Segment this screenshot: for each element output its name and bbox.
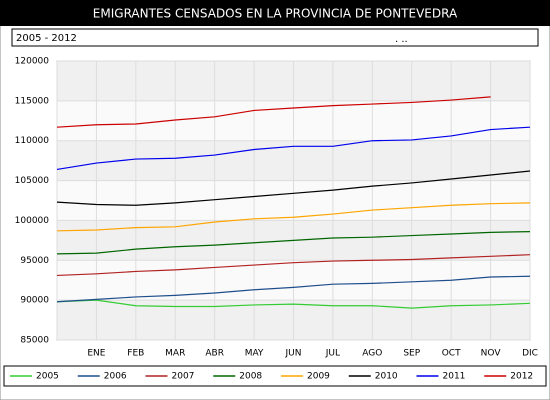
legend-label: 2010 bbox=[375, 372, 398, 382]
legend-label: 2012 bbox=[510, 372, 533, 382]
line bbox=[56, 202, 531, 232]
y-tick-label: 105000 bbox=[15, 176, 50, 186]
legend-label: 2009 bbox=[307, 372, 330, 382]
line bbox=[56, 299, 531, 309]
y-tick-label: 110000 bbox=[15, 136, 50, 146]
x-tick-label: MAR bbox=[165, 349, 185, 359]
line bbox=[56, 170, 531, 206]
line bbox=[56, 275, 531, 303]
line bbox=[56, 96, 491, 128]
x-tick-label: OCT bbox=[442, 349, 461, 359]
title-bar bbox=[0, 0, 550, 26]
x-tick-label: MAY bbox=[245, 349, 264, 359]
line bbox=[56, 254, 531, 277]
x-tick-label: JUL bbox=[325, 349, 340, 359]
x-tick-label: AGO bbox=[362, 349, 382, 359]
x-tick-label: JUN bbox=[285, 349, 302, 359]
subtitle-box bbox=[11, 28, 539, 47]
x-tick-label: NOV bbox=[481, 349, 502, 359]
legend-label: 2006 bbox=[104, 372, 127, 382]
x-tick-label: DIC bbox=[522, 349, 538, 359]
y-tick-label: 100000 bbox=[15, 216, 50, 226]
y-tick-label: 90000 bbox=[20, 296, 49, 306]
y-tick-label: 85000 bbox=[20, 336, 49, 346]
legend-label: 2007 bbox=[172, 372, 195, 382]
line bbox=[56, 126, 531, 171]
chart-title: EMIGRANTES CENSADOS EN LA PROVINCIA DE P… bbox=[93, 7, 458, 21]
y-tick-label: 120000 bbox=[15, 57, 50, 67]
y-tick-label: 95000 bbox=[20, 256, 49, 266]
legend-label: 2011 bbox=[443, 372, 466, 382]
x-tick-label: FEB bbox=[127, 349, 144, 359]
note: . .. bbox=[395, 34, 408, 45]
legend-label: 2005 bbox=[36, 372, 59, 382]
legend-label: 2008 bbox=[239, 372, 262, 382]
x-tick-label: ENE bbox=[87, 349, 105, 359]
legend-box bbox=[3, 365, 547, 387]
x-tick-label: SEP bbox=[403, 349, 420, 359]
x-tick-label: ABR bbox=[205, 349, 224, 359]
subtitle: 2005 - 2012 bbox=[16, 33, 77, 44]
line bbox=[56, 230, 531, 255]
y-tick-label: 115000 bbox=[15, 96, 50, 106]
